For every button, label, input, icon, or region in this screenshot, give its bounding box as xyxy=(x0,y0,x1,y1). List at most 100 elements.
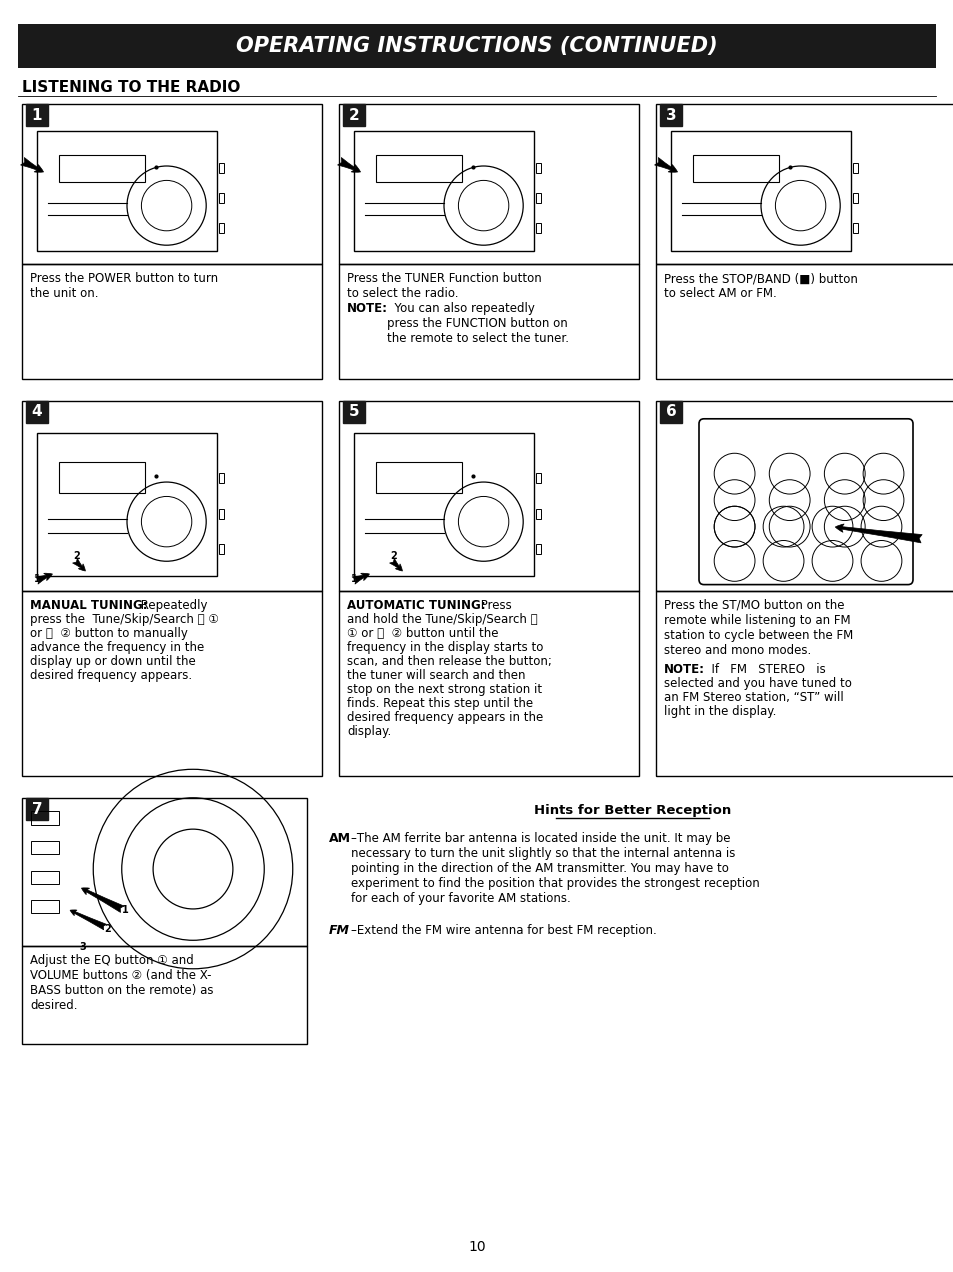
FancyBboxPatch shape xyxy=(26,798,48,820)
Bar xyxy=(30,870,59,884)
Bar xyxy=(22,591,322,776)
Bar xyxy=(22,401,322,591)
Text: scan, and then release the button;: scan, and then release the button; xyxy=(347,655,551,668)
Text: OPERATING INSTRUCTIONS (CONTINUED): OPERATING INSTRUCTIONS (CONTINUED) xyxy=(236,36,717,56)
Bar xyxy=(656,265,953,379)
Text: Hints for Better Reception: Hints for Better Reception xyxy=(534,804,730,817)
Text: an FM Stereo station, “ST” will: an FM Stereo station, “ST” will xyxy=(663,691,842,703)
Text: display up or down until the: display up or down until the xyxy=(30,655,195,668)
Text: 3: 3 xyxy=(79,941,86,951)
Text: 2: 2 xyxy=(390,551,396,561)
Text: desired frequency appears.: desired frequency appears. xyxy=(30,669,192,682)
Text: Repeatedly: Repeatedly xyxy=(137,599,208,612)
Text: LISTENING TO THE RADIO: LISTENING TO THE RADIO xyxy=(22,80,240,95)
Bar xyxy=(22,798,307,946)
Text: ① or ⏭  ② button until the: ① or ⏭ ② button until the xyxy=(347,627,498,640)
Text: 5: 5 xyxy=(349,404,359,420)
Bar xyxy=(536,509,540,519)
Bar xyxy=(656,401,953,591)
Text: frequency in the display starts to: frequency in the display starts to xyxy=(347,641,543,654)
Text: and hold the Tune/Skip/Search ⏮: and hold the Tune/Skip/Search ⏮ xyxy=(347,613,537,626)
Bar xyxy=(219,223,224,233)
Bar xyxy=(375,462,461,494)
Text: 1: 1 xyxy=(34,574,41,584)
Bar xyxy=(219,509,224,519)
Bar xyxy=(536,193,540,204)
Bar xyxy=(219,473,224,483)
Text: NOTE:: NOTE: xyxy=(347,301,388,315)
Bar xyxy=(30,812,59,824)
Bar xyxy=(338,265,639,379)
Text: Adjust the EQ button ① and
VOLUME buttons ② (and the X-
BASS button on the remot: Adjust the EQ button ① and VOLUME button… xyxy=(30,954,213,1013)
Text: MANUAL TUNING:: MANUAL TUNING: xyxy=(30,599,148,612)
Text: Press: Press xyxy=(476,599,511,612)
Text: 10: 10 xyxy=(468,1240,485,1254)
FancyBboxPatch shape xyxy=(659,104,681,126)
FancyBboxPatch shape xyxy=(659,401,681,424)
Bar xyxy=(58,155,145,182)
FancyBboxPatch shape xyxy=(26,104,48,126)
Text: 1: 1 xyxy=(122,904,129,915)
Text: Press the POWER button to turn
the unit on.: Press the POWER button to turn the unit … xyxy=(30,272,218,300)
FancyBboxPatch shape xyxy=(343,104,365,126)
Bar xyxy=(58,462,145,494)
Bar xyxy=(219,544,224,555)
Bar xyxy=(338,591,639,776)
Text: AM: AM xyxy=(329,832,351,845)
Text: FM: FM xyxy=(329,923,350,937)
FancyBboxPatch shape xyxy=(343,401,365,424)
Bar xyxy=(354,131,534,251)
Text: desired frequency appears in the: desired frequency appears in the xyxy=(347,711,542,724)
Text: or ⏭  ② button to manually: or ⏭ ② button to manually xyxy=(30,627,188,640)
Bar xyxy=(354,434,534,576)
Text: the tuner will search and then: the tuner will search and then xyxy=(347,669,525,682)
Text: 3: 3 xyxy=(665,108,676,122)
Bar xyxy=(30,841,59,855)
Text: If   FM   STEREO   is: If FM STEREO is xyxy=(703,663,825,675)
Bar xyxy=(536,473,540,483)
Bar xyxy=(22,265,322,379)
Bar xyxy=(852,193,857,204)
Bar xyxy=(656,591,953,776)
Bar xyxy=(852,223,857,233)
Text: –The AM ferrite bar antenna is located inside the unit. It may be
necessary to t: –The AM ferrite bar antenna is located i… xyxy=(351,832,759,904)
Text: 2: 2 xyxy=(73,551,80,561)
Bar xyxy=(18,24,935,67)
Text: selected and you have tuned to: selected and you have tuned to xyxy=(663,677,851,689)
Bar xyxy=(338,104,639,265)
Text: Press the ST/MO button on the
remote while listening to an FM
station to cycle b: Press the ST/MO button on the remote whi… xyxy=(663,599,852,658)
Text: display.: display. xyxy=(347,725,391,738)
Text: Press the TUNER Function button
to select the radio.: Press the TUNER Function button to selec… xyxy=(347,272,541,300)
Bar xyxy=(37,131,216,251)
Bar xyxy=(670,131,850,251)
Bar xyxy=(22,104,322,265)
Text: Press the STOP/BAND (■) button
to select AM or FM.: Press the STOP/BAND (■) button to select… xyxy=(663,272,857,300)
Bar xyxy=(338,401,639,591)
Bar xyxy=(536,223,540,233)
Bar xyxy=(536,163,540,173)
Text: 1: 1 xyxy=(351,574,357,584)
Bar xyxy=(219,193,224,204)
Text: AUTOMATIC TUNING:: AUTOMATIC TUNING: xyxy=(347,599,485,612)
Text: 2: 2 xyxy=(348,108,359,122)
Bar xyxy=(656,104,953,265)
Text: stop on the next strong station it: stop on the next strong station it xyxy=(347,683,541,696)
Text: 4: 4 xyxy=(31,404,42,420)
Text: press the  Tune/Skip/Search ⏮ ①: press the Tune/Skip/Search ⏮ ① xyxy=(30,613,218,626)
Text: You can also repeatedly
press the FUNCTION button on
the remote to select the tu: You can also repeatedly press the FUNCTI… xyxy=(387,301,568,345)
Bar xyxy=(536,544,540,555)
Bar xyxy=(692,155,779,182)
Text: 1: 1 xyxy=(31,108,42,122)
Text: 6: 6 xyxy=(665,404,676,420)
Text: finds. Repeat this step until the: finds. Repeat this step until the xyxy=(347,697,533,710)
Bar xyxy=(219,163,224,173)
Bar xyxy=(30,901,59,913)
Text: –Extend the FM wire antenna for best FM reception.: –Extend the FM wire antenna for best FM … xyxy=(351,923,656,937)
Bar xyxy=(375,155,461,182)
Bar xyxy=(852,163,857,173)
Text: 2: 2 xyxy=(105,923,112,934)
Bar xyxy=(22,946,307,1044)
Text: NOTE:: NOTE: xyxy=(663,663,704,675)
Bar xyxy=(37,434,216,576)
Text: advance the frequency in the: advance the frequency in the xyxy=(30,641,204,654)
